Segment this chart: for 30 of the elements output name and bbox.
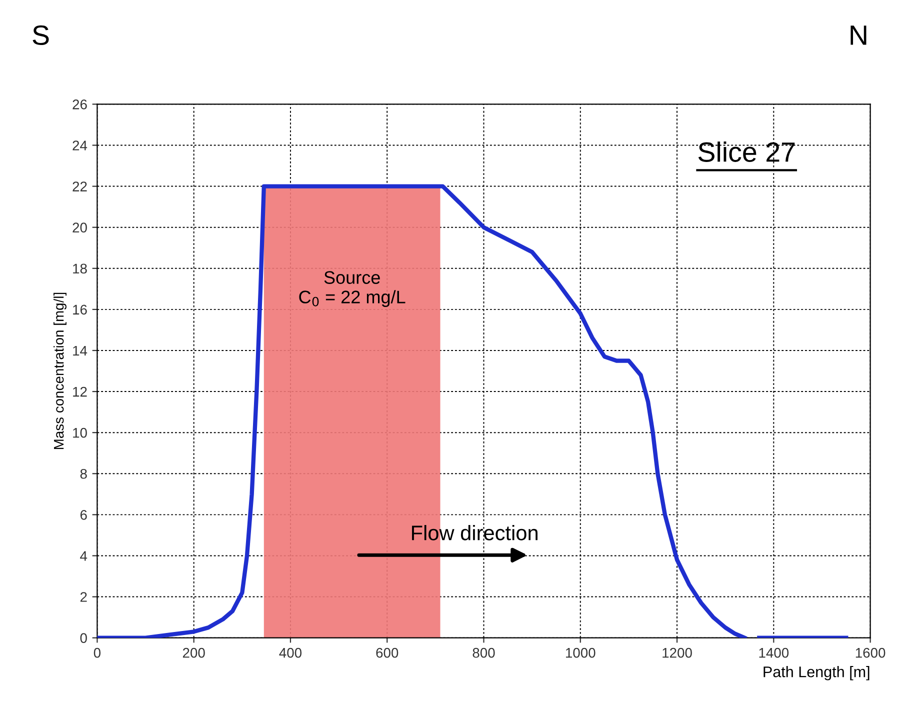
y-tick-label: 12	[73, 386, 87, 397]
y-tick-label: 0	[80, 633, 87, 643]
x-tick-label: 1600	[856, 648, 886, 658]
y-axis-title: Mass concentration [mg/l]	[54, 292, 66, 449]
y-tick-label: 18	[73, 264, 87, 274]
x-tick-label: 600	[376, 648, 398, 658]
y-tick-label: 14	[73, 346, 88, 356]
x-tick-label: 1000	[566, 648, 596, 658]
band-label: Source C$_{0}$ = 22 mg/L	[299, 271, 406, 307]
x-axis-title: Path Length [m]	[764, 666, 870, 680]
y-tick-label: 4	[80, 551, 88, 561]
annotation: Flow direction	[412, 525, 538, 540]
y-tick-label: 6	[80, 510, 87, 520]
y-tick-label: 10	[73, 428, 87, 438]
y-tick-label: 24	[72, 140, 88, 150]
x-tick-label: 800	[472, 648, 495, 658]
x-tick-label: 200	[182, 648, 205, 658]
y-tick-label: 2	[80, 592, 87, 602]
x-tick-label: 0	[94, 648, 101, 658]
x-tick-label: 1400	[759, 648, 789, 658]
y-tick-label: 20	[72, 222, 87, 233]
x-tick-label: 400	[279, 648, 302, 658]
y-tick-label: 22	[72, 182, 87, 192]
x-tick-label: 1200	[662, 648, 692, 658]
text: S	[32, 25, 49, 46]
text: N	[850, 26, 866, 45]
y-tick-label: 16	[73, 304, 87, 315]
annotation: Slice 27	[698, 142, 795, 162]
y-tick-label: 8	[80, 468, 87, 479]
y-tick-label: 26	[72, 100, 87, 110]
